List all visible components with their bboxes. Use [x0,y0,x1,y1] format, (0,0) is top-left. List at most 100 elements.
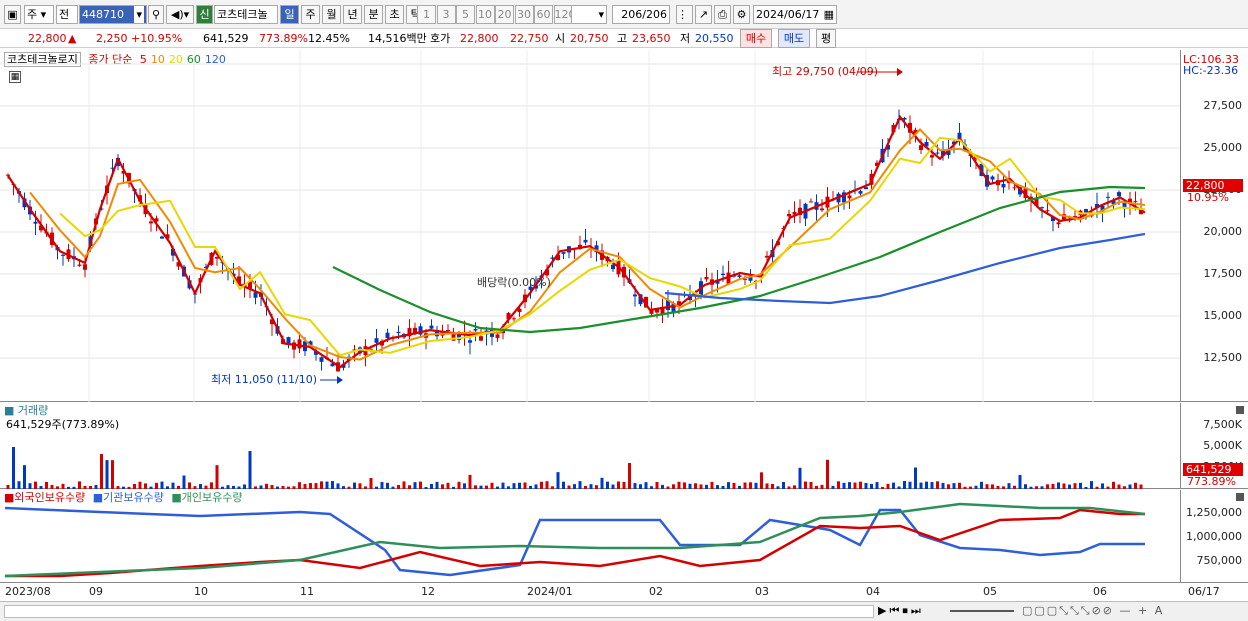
legend-individual: ■개인보유수량 [171,491,243,504]
volume-bar [881,486,884,489]
zoom-slider[interactable] [950,610,1014,612]
interval-button[interactable]: 20 [495,5,514,24]
period-button[interactable]: 초 [385,5,404,24]
volume-bar [386,482,389,489]
candle-body [495,334,500,338]
price-panel[interactable]: 코츠테크놀로지 종가 단순 5 10 20 60 120 ▦ 최고 29,750 (04… [0,50,1180,402]
volume-bar [518,482,521,489]
x-tick: 2023/08 [5,585,51,598]
volume-bar [556,472,560,489]
volume-bar [738,485,741,489]
volume-bar [996,485,1000,489]
search-icon[interactable]: ⚲ [148,5,164,24]
candle-body [61,254,65,256]
candle-body [721,273,725,276]
high-value: 23,650 [632,32,671,45]
interval-button[interactable]: 120 [553,5,573,24]
volume-bar [584,485,587,489]
volume-bar [1073,483,1077,489]
holding-tick: 1,000,000 [1186,530,1242,543]
period-button[interactable]: 분 [364,5,383,24]
x-tick: 04 [866,585,880,598]
volume-bar [529,485,532,489]
candle-body [545,269,549,276]
candle-body [270,319,274,325]
volume-bar [182,475,186,489]
print-icon[interactable]: ⎙ [714,5,731,24]
volume-bar [457,481,461,489]
ma20-line [59,136,1146,357]
dividend-annotation: 배당락(0.00%) [477,276,551,289]
eval-button[interactable]: 평 [816,29,836,48]
volume-bar [375,486,378,489]
current-price: 22,800 [28,32,67,45]
high-annotation: 최고 29,750 (04/09) [772,65,879,78]
period-button[interactable]: 년 [343,5,362,24]
volume-bar [1112,481,1115,489]
speaker-icon[interactable]: ◀)▾ [166,5,194,24]
buy-button[interactable]: 매수 [740,29,772,48]
volume-bar [265,483,268,489]
period-button[interactable]: 월 [322,5,341,24]
x-tick: 06 [1093,585,1107,598]
interval-select[interactable]: ▾ [571,5,607,24]
prev-select[interactable]: 전 [56,5,78,24]
volume-bar [331,481,334,489]
vol-ratio: 773.89% [259,32,308,45]
interval-button[interactable]: 3 [436,5,456,24]
volume-sub: 641,529주(773.89%) [6,418,120,431]
volume-bar [188,482,191,489]
holding-panel[interactable]: ■외국인보유수량 ■기관보유수량 ■개인보유수량 [0,490,1180,583]
candle-body [611,264,615,270]
panel-close-icon[interactable] [1236,406,1244,414]
period-button[interactable]: 일 [280,5,299,24]
volume-bar [122,486,125,489]
interval-button[interactable]: 1 [417,5,436,24]
x-tick: 02 [649,585,663,598]
x-tick: 12 [421,585,435,598]
volume-panel[interactable]: ■ 거래량 641,529주(773.89%) [0,403,1180,489]
volume-bar [617,481,620,489]
volume-bar [463,483,466,489]
tool-icons[interactable]: ▢▢▢⤡⤡⤡⊘⊘ — + A [1022,604,1165,617]
sin-badge: 신 [196,5,213,24]
interval-button[interactable]: 5 [456,5,475,24]
table-toggle-icon[interactable]: ▦ [9,71,21,83]
volume-bar [358,483,362,489]
interval-button[interactable]: 30 [514,5,534,24]
stock-code-input[interactable]: 448710 ▾ [79,5,147,24]
volume-bar [798,467,802,489]
period-button[interactable]: 주 [301,5,320,24]
draw-icon[interactable]: ↗ [695,5,712,24]
candle-body [1106,196,1110,198]
candle-body [666,300,670,310]
volume-bar [1123,486,1126,489]
window-icon[interactable]: ▣ [4,5,21,24]
scrollbar-track[interactable] [4,605,874,618]
legend-stock-name[interactable]: 코츠테크놀로지 [4,52,81,67]
candle-body [1139,209,1143,215]
candle-body [902,117,907,120]
count-field[interactable]: 206/206 [612,5,670,24]
volume-bar [424,486,428,489]
volume-bar [496,486,499,489]
scroll-buttons[interactable]: ▶⏮⏹⏭ [878,604,924,617]
volume-bar [842,482,846,489]
interval-button[interactable]: 60 [534,5,553,24]
volume-bar [1018,474,1022,489]
volume-bar [105,460,109,489]
volume-bar [551,486,554,489]
market-select[interactable]: 주 ▾ [24,5,54,24]
volume-bar [1051,483,1055,489]
volume-bar [138,481,142,489]
volume-bar [100,454,103,489]
gear-icon[interactable]: ⚙ [733,5,750,24]
candle-body [952,141,956,145]
date-field[interactable]: 2024/06/17 ▦ [753,5,837,24]
interval-button[interactable]: 10 [475,5,495,24]
panel-close-icon[interactable] [1236,493,1244,501]
candle-body [6,174,10,176]
grid-icon[interactable]: ⋮⋮ [676,5,693,24]
sell-button[interactable]: 매도 [778,29,810,48]
volume-bar [72,486,76,489]
